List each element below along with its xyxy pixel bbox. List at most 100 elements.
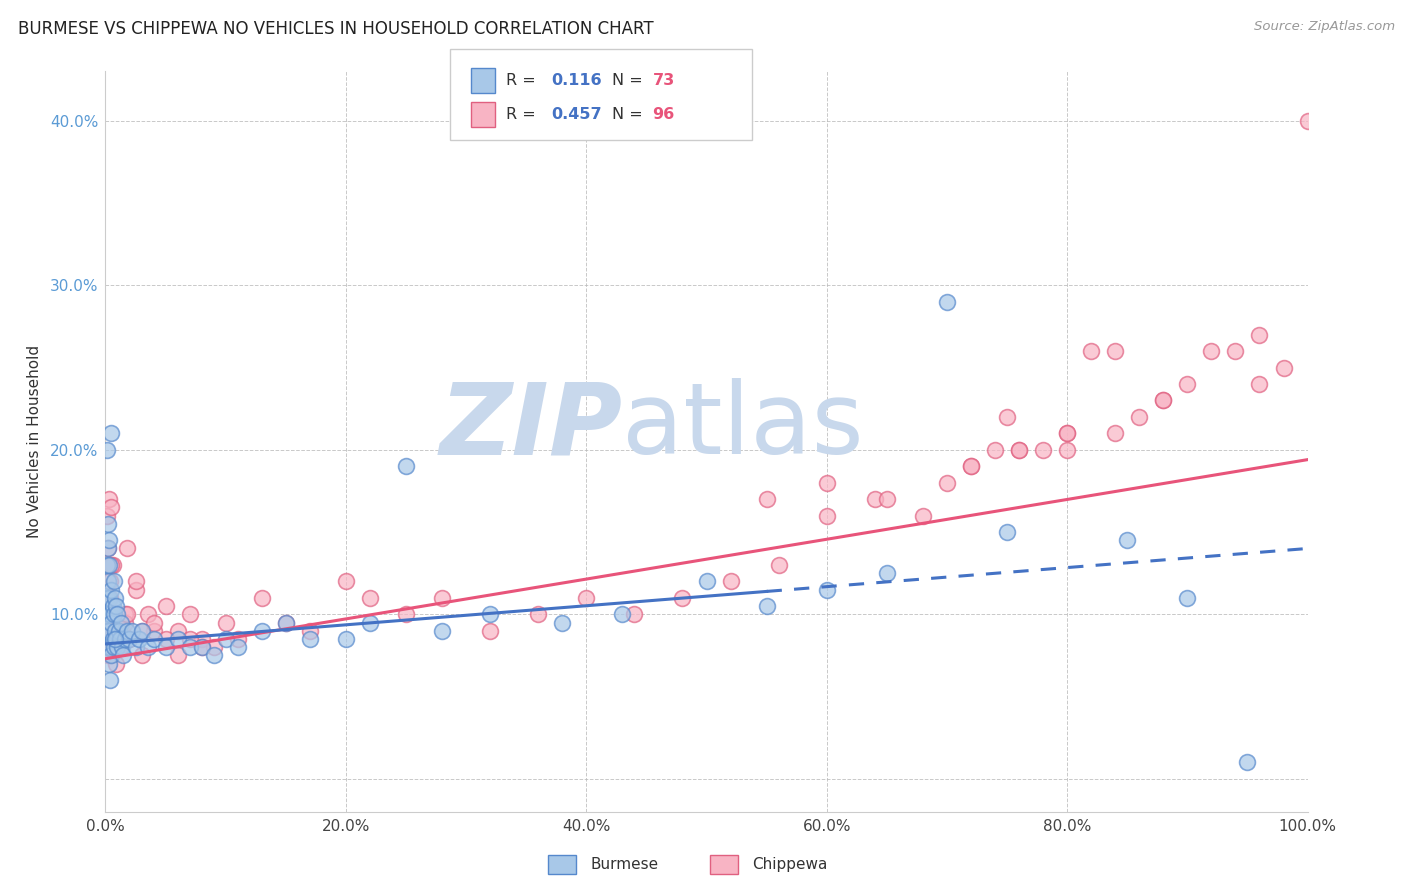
Point — [115, 541, 138, 556]
Point — [97, 541, 120, 556]
Point — [995, 524, 1018, 539]
Point — [395, 607, 418, 622]
Point — [107, 624, 129, 638]
Point — [1056, 426, 1078, 441]
Point — [960, 459, 983, 474]
Point — [107, 640, 129, 655]
Point — [1236, 756, 1258, 770]
Point — [124, 640, 146, 655]
Point — [136, 607, 159, 622]
Point — [1272, 360, 1295, 375]
Point — [111, 640, 134, 655]
Point — [104, 624, 127, 638]
Point — [1116, 533, 1139, 548]
Point — [226, 632, 249, 646]
Point — [190, 632, 212, 646]
Point — [124, 574, 146, 589]
Point — [96, 640, 118, 655]
Point — [430, 591, 453, 605]
Point — [105, 632, 128, 646]
Point — [97, 541, 120, 556]
Point — [107, 624, 129, 638]
Point — [124, 582, 146, 597]
Text: R =: R = — [506, 73, 546, 87]
Point — [98, 640, 121, 655]
Point — [103, 640, 125, 655]
Point — [96, 591, 118, 605]
Point — [155, 640, 177, 655]
Point — [359, 615, 381, 630]
Point — [214, 632, 236, 646]
Point — [111, 615, 134, 630]
Point — [250, 591, 273, 605]
Text: R =: R = — [506, 107, 546, 121]
Point — [936, 294, 959, 309]
Text: Burmese: Burmese — [591, 857, 658, 871]
Point — [101, 640, 124, 655]
Point — [101, 599, 124, 613]
Point — [98, 624, 121, 638]
Point — [115, 624, 138, 638]
Point — [118, 632, 141, 646]
Point — [1152, 393, 1174, 408]
Point — [1104, 344, 1126, 359]
Point — [105, 657, 128, 671]
Point — [190, 640, 212, 655]
Point — [128, 632, 150, 646]
Point — [202, 648, 225, 663]
Point — [98, 558, 121, 572]
Point — [142, 615, 165, 630]
Point — [527, 607, 550, 622]
Point — [103, 574, 125, 589]
Point — [768, 558, 790, 572]
Point — [720, 574, 742, 589]
Point — [136, 640, 159, 655]
Point — [911, 508, 934, 523]
Point — [104, 632, 127, 646]
Point — [863, 492, 886, 507]
Point — [121, 624, 143, 638]
Point — [1152, 393, 1174, 408]
Point — [1296, 113, 1319, 128]
Point — [98, 673, 121, 687]
Point — [101, 558, 124, 572]
Point — [960, 459, 983, 474]
Point — [104, 624, 127, 638]
Text: Chippewa: Chippewa — [752, 857, 828, 871]
Point — [166, 632, 188, 646]
Point — [107, 607, 129, 622]
Point — [98, 632, 121, 646]
Point — [103, 607, 125, 622]
Point — [101, 632, 124, 646]
Point — [335, 574, 357, 589]
Point — [395, 459, 418, 474]
Text: 0.116: 0.116 — [551, 73, 602, 87]
Point — [118, 632, 141, 646]
Point — [1128, 409, 1150, 424]
Point — [755, 599, 778, 613]
Point — [876, 492, 898, 507]
Point — [115, 607, 138, 622]
Point — [815, 475, 838, 490]
Point — [100, 426, 122, 441]
Point — [97, 640, 120, 655]
Point — [155, 599, 177, 613]
Point — [98, 624, 121, 638]
Point — [274, 615, 297, 630]
Point — [696, 574, 718, 589]
Point — [111, 624, 134, 638]
Point — [110, 615, 132, 630]
Point — [97, 607, 120, 622]
Text: Source: ZipAtlas.com: Source: ZipAtlas.com — [1254, 20, 1395, 33]
Point — [479, 607, 502, 622]
Point — [131, 624, 153, 638]
Text: BURMESE VS CHIPPEWA NO VEHICLES IN HOUSEHOLD CORRELATION CHART: BURMESE VS CHIPPEWA NO VEHICLES IN HOUSE… — [18, 20, 654, 37]
Point — [97, 640, 120, 655]
Point — [179, 607, 201, 622]
Point — [1104, 426, 1126, 441]
Point — [114, 632, 136, 646]
Point — [104, 624, 127, 638]
Point — [671, 591, 693, 605]
Point — [1249, 327, 1271, 342]
Point — [96, 442, 118, 457]
